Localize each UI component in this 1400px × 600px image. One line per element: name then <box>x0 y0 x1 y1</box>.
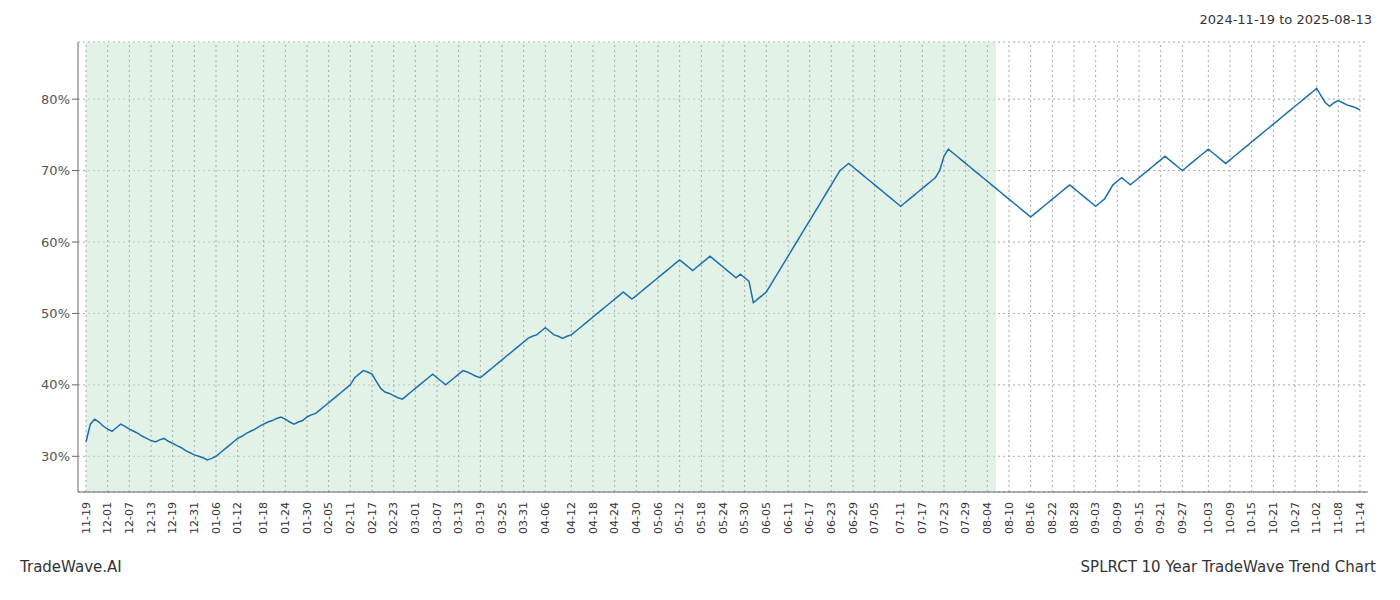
svg-text:11-14: 11-14 <box>1354 502 1367 534</box>
svg-text:09-15: 09-15 <box>1133 502 1146 534</box>
svg-text:12-13: 12-13 <box>145 502 158 534</box>
svg-text:12-19: 12-19 <box>166 502 179 534</box>
svg-text:09-03: 09-03 <box>1089 502 1102 534</box>
svg-text:80%: 80% <box>41 92 70 107</box>
html-text:TradeWave.AI: TradeWave.AI <box>20 558 122 576</box>
svg-text:11-08: 11-08 <box>1332 502 1345 534</box>
svg-text:03-31: 03-31 <box>517 502 530 534</box>
svg-text:02-17: 02-17 <box>366 502 379 534</box>
svg-text:01-30: 01-30 <box>301 502 314 534</box>
svg-text:03-01: 03-01 <box>409 502 422 534</box>
svg-text:02-05: 02-05 <box>322 502 335 534</box>
svg-text:08-22: 08-22 <box>1046 502 1059 534</box>
svg-text:05-06: 05-06 <box>652 502 665 534</box>
svg-text:04-12: 04-12 <box>565 502 578 534</box>
svg-text:06-17: 06-17 <box>803 502 816 534</box>
svg-text:04-18: 04-18 <box>587 502 600 534</box>
svg-text:40%: 40% <box>41 377 70 392</box>
svg-text:11-02: 11-02 <box>1310 502 1323 534</box>
svg-text:06-05: 06-05 <box>760 502 773 534</box>
svg-text:08-04: 08-04 <box>981 502 994 534</box>
svg-text:08-10: 08-10 <box>1003 502 1016 534</box>
svg-text:07-05: 07-05 <box>868 502 881 534</box>
svg-text:10-15: 10-15 <box>1245 502 1258 534</box>
svg-text:05-12: 05-12 <box>673 502 686 534</box>
svg-text:01-18: 01-18 <box>257 502 270 534</box>
svg-text:08-28: 08-28 <box>1068 502 1081 534</box>
svg-text:03-19: 03-19 <box>474 502 487 534</box>
svg-text:09-27: 09-27 <box>1176 502 1189 534</box>
svg-text:05-24: 05-24 <box>717 502 730 534</box>
svg-text:10-21: 10-21 <box>1267 502 1280 534</box>
svg-text:06-29: 06-29 <box>847 502 860 534</box>
svg-text:06-11: 06-11 <box>782 502 795 534</box>
svg-text:11-19: 11-19 <box>80 502 93 534</box>
svg-text:10-09: 10-09 <box>1224 502 1237 534</box>
svg-text:02-11: 02-11 <box>344 502 357 534</box>
svg-text:05-30: 05-30 <box>738 502 751 534</box>
svg-text:07-29: 07-29 <box>959 502 972 534</box>
svg-text:02-23: 02-23 <box>387 502 400 534</box>
svg-text:10-03: 10-03 <box>1202 502 1215 534</box>
svg-text:03-13: 03-13 <box>452 502 465 534</box>
svg-text:05-18: 05-18 <box>695 502 708 534</box>
svg-text:10-27: 10-27 <box>1289 502 1302 534</box>
svg-text:07-17: 07-17 <box>916 502 929 534</box>
svg-text:04-30: 04-30 <box>630 502 643 534</box>
svg-text:60%: 60% <box>41 235 70 250</box>
svg-text:09-21: 09-21 <box>1154 502 1167 534</box>
svg-text:12-07: 12-07 <box>123 502 136 534</box>
svg-text:09-09: 09-09 <box>1111 502 1124 534</box>
svg-text:07-23: 07-23 <box>938 502 951 534</box>
svg-text:03-25: 03-25 <box>496 502 509 534</box>
html-text:SPLRCT 10 Year TradeWave Trend: SPLRCT 10 Year TradeWave Trend Chart <box>1080 558 1376 576</box>
svg-text:03-07: 03-07 <box>431 502 444 534</box>
svg-text:04-06: 04-06 <box>539 502 552 534</box>
svg-text:01-24: 01-24 <box>279 502 292 534</box>
svg-text:01-06: 01-06 <box>210 502 223 534</box>
svg-text:70%: 70% <box>41 163 70 178</box>
svg-text:12-31: 12-31 <box>188 502 201 534</box>
svg-text:50%: 50% <box>41 306 70 321</box>
svg-text:06-23: 06-23 <box>825 502 838 534</box>
svg-text:01-12: 01-12 <box>231 502 244 534</box>
svg-text:04-24: 04-24 <box>608 502 621 534</box>
html-text:2024-11-19 to 2025-08-13: 2024-11-19 to 2025-08-13 <box>1199 12 1372 27</box>
svg-text:30%: 30% <box>41 449 70 464</box>
svg-text:08-16: 08-16 <box>1024 502 1037 534</box>
svg-text:07-11: 07-11 <box>894 502 907 534</box>
svg-text:12-01: 12-01 <box>101 502 114 534</box>
